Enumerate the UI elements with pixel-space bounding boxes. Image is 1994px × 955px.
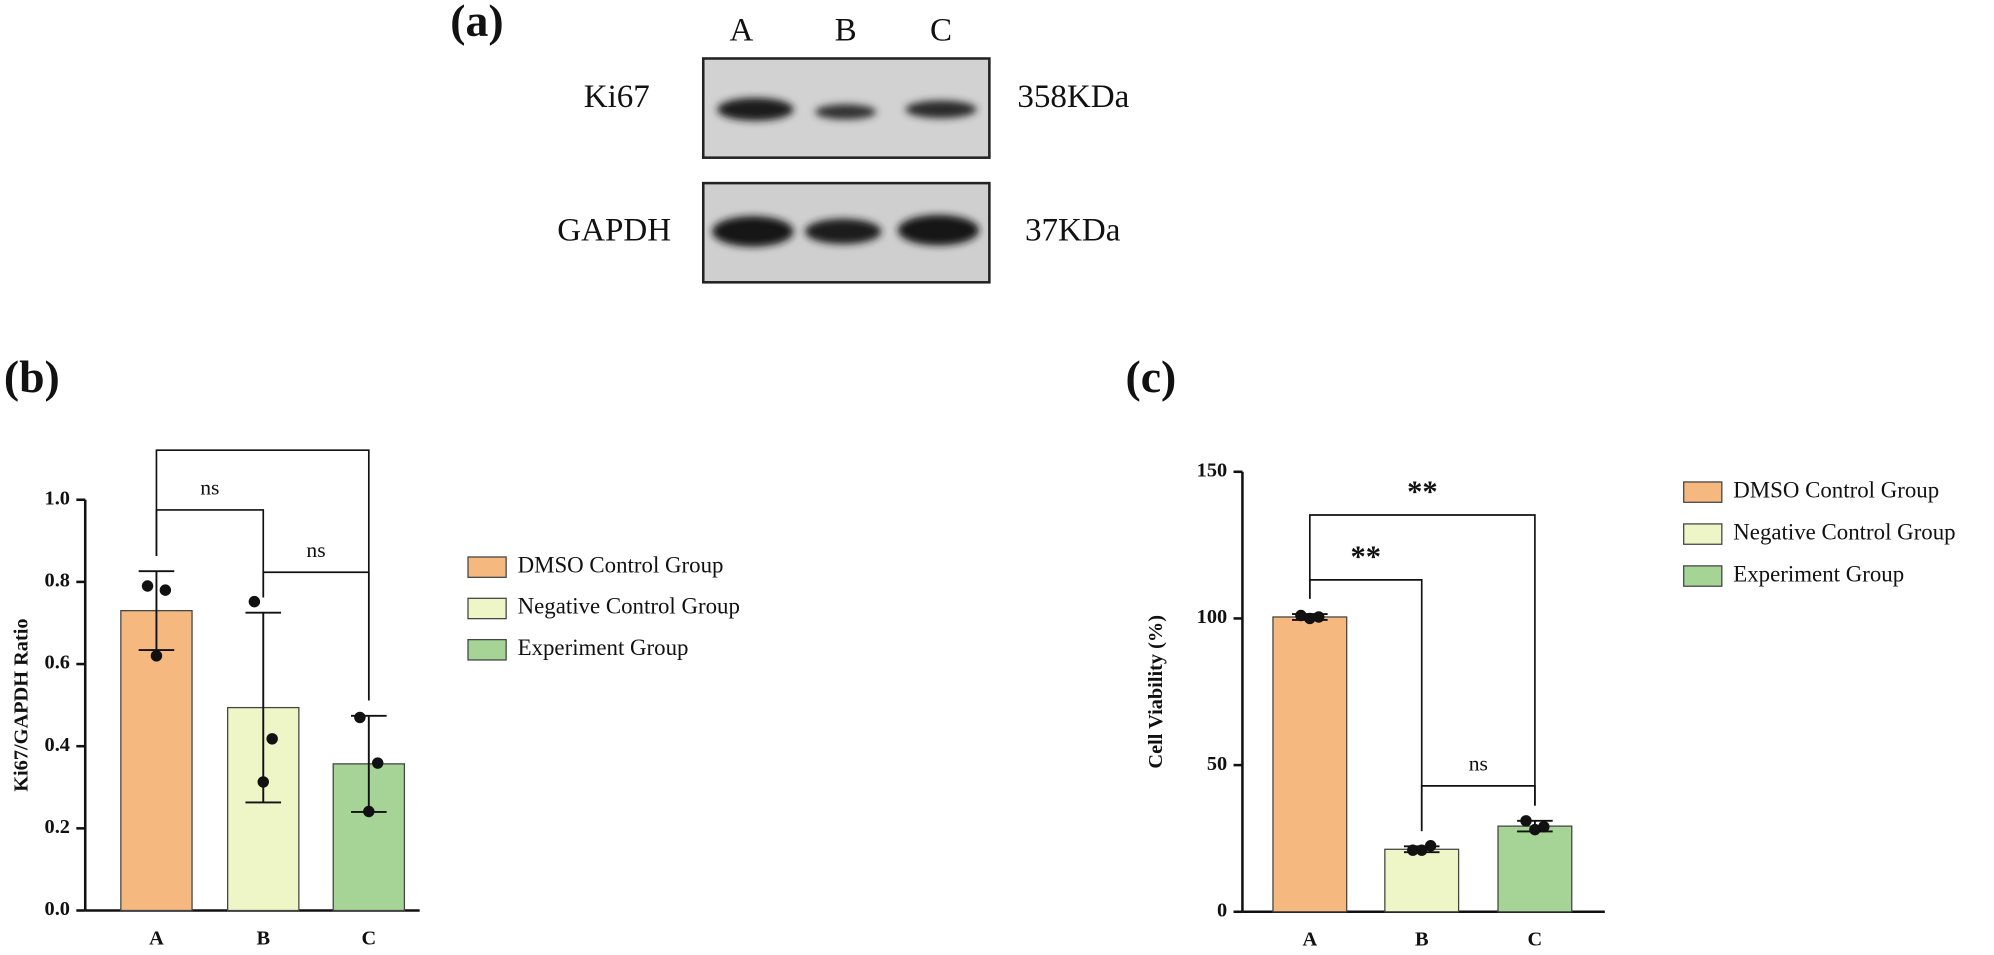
legend-label: Experiment Group xyxy=(1733,561,1904,586)
significance-bracket xyxy=(1308,514,1536,806)
legend-swatch xyxy=(467,638,507,661)
protein-label: GAPDH xyxy=(557,212,671,248)
y-tick-label: 0.8 xyxy=(45,570,70,592)
bands xyxy=(717,97,977,121)
data-point xyxy=(141,580,154,592)
legend-label: Negative Control Group xyxy=(518,594,740,619)
data-point xyxy=(159,584,172,596)
legend-label: DMSO Control Group xyxy=(518,552,724,577)
lane-label: C xyxy=(930,13,952,49)
size-label: 37KDa xyxy=(1025,212,1121,248)
data-point xyxy=(1416,844,1428,856)
lane-label: B xyxy=(835,13,857,49)
x-tick-label: B xyxy=(1415,929,1429,951)
significance-label: ns xyxy=(200,476,219,500)
legend-swatch xyxy=(1683,565,1723,587)
data-point xyxy=(1295,609,1307,622)
error-bar xyxy=(245,611,282,804)
bar xyxy=(1272,616,1348,913)
y-tick-label: 0 xyxy=(1217,899,1227,921)
significance-label: ns xyxy=(306,538,325,562)
y-tick-label: 0.0 xyxy=(45,898,70,920)
significance-label: ** xyxy=(1351,540,1382,574)
legend-swatch xyxy=(1683,481,1723,503)
panel-label: (b) xyxy=(4,351,60,402)
legend-swatch xyxy=(467,597,507,620)
size-label: 358KDa xyxy=(1017,79,1129,115)
x-tick-label: C xyxy=(1528,929,1543,951)
lane-label: A xyxy=(729,13,753,49)
protein-label: Ki67 xyxy=(584,79,650,115)
significance-bracket xyxy=(155,509,265,598)
legend-swatch xyxy=(1683,523,1723,545)
bar xyxy=(1384,848,1460,913)
data-point xyxy=(150,650,163,662)
y-tick-label: 100 xyxy=(1197,606,1228,628)
y-tick-label: 150 xyxy=(1197,459,1228,481)
error-bar xyxy=(138,570,175,652)
x-tick-label: A xyxy=(149,927,164,949)
data-point xyxy=(266,733,278,745)
y-tick-label: 0.2 xyxy=(45,816,70,838)
panel-label: (c) xyxy=(1125,351,1176,402)
data-point xyxy=(1313,611,1325,623)
data-point xyxy=(363,805,375,818)
legend-swatch xyxy=(467,556,507,578)
x-tick-label: C xyxy=(361,927,376,949)
data-point xyxy=(354,711,366,724)
significance-bracket xyxy=(1420,785,1536,832)
y-tick-label: 0.4 xyxy=(45,734,70,756)
legend-label: Negative Control Group xyxy=(1733,519,1955,544)
y-axis-label: Ki67/GAPDH Ratio xyxy=(11,618,33,791)
data-point xyxy=(257,776,269,788)
data-point xyxy=(371,757,384,769)
data-point xyxy=(248,595,261,608)
panel-label: (a) xyxy=(450,0,503,46)
significance-label: ** xyxy=(1407,475,1438,509)
bands xyxy=(712,214,980,247)
significance-bracket xyxy=(155,449,370,701)
bar xyxy=(1497,825,1573,913)
data-point xyxy=(1520,815,1532,827)
data-point xyxy=(1407,844,1419,856)
y-tick-label: 1.0 xyxy=(45,487,70,509)
data-point xyxy=(1424,840,1437,852)
data-point xyxy=(1304,612,1316,625)
x-tick-label: B xyxy=(256,927,270,949)
data-point xyxy=(1529,823,1541,836)
legend-label: Experiment Group xyxy=(518,635,689,660)
significance-label: ns xyxy=(1469,751,1488,775)
legend-label: DMSO Control Group xyxy=(1733,477,1939,502)
significance-bracket xyxy=(262,571,370,701)
y-tick-label: 50 xyxy=(1207,753,1227,775)
x-tick-label: A xyxy=(1302,929,1317,951)
y-axis-label: Cell Viability (%) xyxy=(1145,615,1167,769)
y-tick-label: 0.6 xyxy=(45,652,70,674)
data-point xyxy=(1538,820,1550,833)
significance-bracket xyxy=(1308,579,1423,832)
